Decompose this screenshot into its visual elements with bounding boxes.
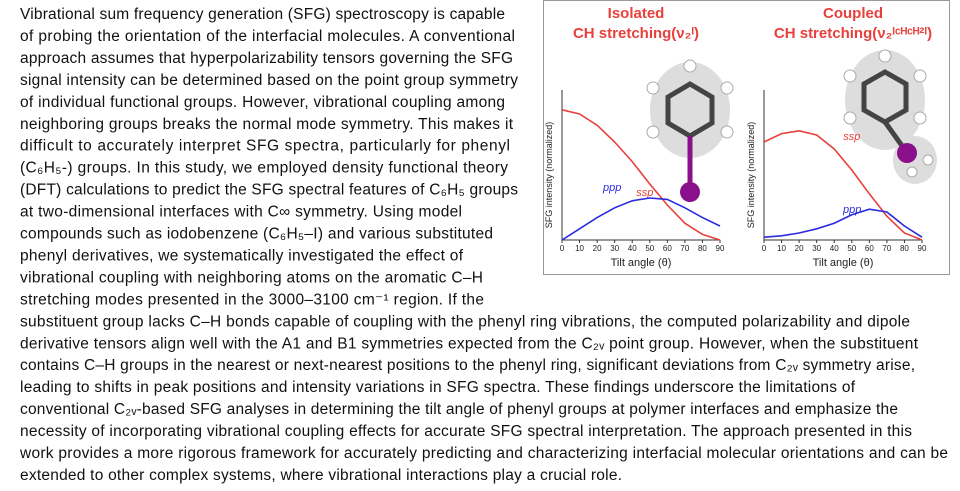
x-tick-label: 10 [777,244,786,253]
body-line: extended to other complex systems, where… [20,467,622,484]
x-tick-label: 60 [865,244,874,253]
body-line: substituent group lacks C–H bonds capabl… [20,313,910,330]
body-line: difficult to accurately interpret SFG sp… [20,138,510,155]
x-tick-label: 70 [882,244,891,253]
panel-subtitle: CH stretching(ν₂ᴵ) [573,25,699,42]
x-tick-label: 90 [716,244,725,253]
body-line: (C₆H₅-) groups. In this study, we employ… [20,160,508,177]
series-label: ppp [602,182,621,194]
x-tick-label: 20 [593,244,602,253]
body-line: conventional C₂ᵥ-based SFG analyses in d… [20,401,898,418]
body-line: phenyl derivatives, we systematically in… [20,247,464,264]
panel-title: Isolated [608,5,665,22]
x-tick-label: 30 [812,244,821,253]
series-line [561,197,721,241]
body-line: derivative tensors align well with the A… [20,335,919,352]
x-tick-label: 90 [918,244,927,253]
body-line: compounds such as iodobenzene (C₆H₅–I) a… [20,226,493,243]
y-axis-label: SFG intensity (normalized) [544,122,554,229]
y-axis-label: SFG intensity (normalized) [746,122,756,229]
body-line: at two-dimensional interfaces with C∞ sy… [20,204,462,221]
x-tick-label: 0 [762,244,767,253]
x-tick-label: 50 [847,244,856,253]
x-tick-label: 50 [645,244,654,253]
body-line: of probing the orientation of the interf… [20,28,515,45]
body-line: work provides a more rigorous framework … [19,445,948,462]
molecule-coupled [843,49,937,184]
x-tick-label: 40 [830,244,839,253]
x-tick-label: 30 [610,244,619,253]
series-label: ppp [842,204,861,216]
x-tick-label: 10 [575,244,584,253]
x-tick-label: 0 [560,244,565,253]
x-tick-label: 70 [680,244,689,253]
series-label: ssp [843,131,860,143]
panel-title: Coupled [823,5,883,22]
x-tick-label: 40 [628,244,637,253]
x-tick-label: 80 [900,244,909,253]
x-tick-label: 20 [795,244,804,253]
body-line: approach assumes that hyperpolarizabilit… [20,50,513,67]
series-label: ssp [636,187,653,199]
x-tick-label: 80 [698,244,707,253]
body-line: necessity of incorporating vibrational c… [20,423,912,440]
body-line: of individual functional groups. However… [20,94,505,111]
series-line [561,109,721,241]
body-line: stretching modes presented in the 3000–3… [20,291,484,308]
x-axis-label: Tilt angle (θ) [611,257,672,269]
body-line: signal intensity can be determined based… [20,72,518,89]
x-tick-label: 60 [663,244,672,253]
body-line: Vibrational sum frequency generation (SF… [20,6,505,23]
panel-subtitle: CH stretching(ν₂ᴵᶜᴴᶜᴴ²ᴵ) [774,25,932,42]
molecule-isolated [646,59,734,202]
series-line [763,129,923,241]
series-line [763,208,923,238]
body-line: leading to shifts in peak positions and … [20,379,856,396]
body-line: (DFT) calculations to predict the SFG sp… [20,182,518,199]
body-line: vibrational coupling with neighboring at… [20,269,483,286]
body-line: contains C–H groups in the nearest or ne… [20,357,915,374]
body-line: neighboring groups breaks the normal mod… [20,116,514,133]
x-axis-label: Tilt angle (θ) [813,257,874,269]
